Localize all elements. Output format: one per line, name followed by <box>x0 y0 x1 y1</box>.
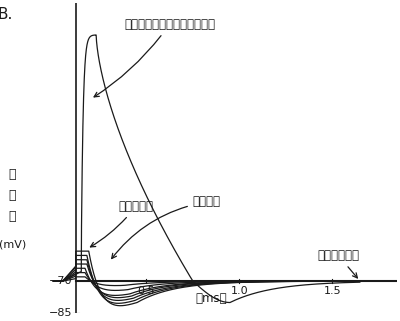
Text: 局部兴奋: 局部兴奋 <box>112 195 221 258</box>
Text: 膜: 膜 <box>9 168 16 180</box>
Text: −85: −85 <box>48 308 72 318</box>
Text: 1.0: 1.0 <box>230 286 248 297</box>
Text: B.: B. <box>0 7 13 22</box>
Text: 位: 位 <box>9 210 16 223</box>
Text: −70: −70 <box>48 276 72 286</box>
Text: 静息电位水平: 静息电位水平 <box>317 249 359 278</box>
Text: 电: 电 <box>9 189 16 202</box>
Text: （ms）: （ms） <box>196 292 227 305</box>
Text: 阈电位水平: 阈电位水平 <box>90 200 154 247</box>
Text: 动作电位上升支（起始部分）: 动作电位上升支（起始部分） <box>94 18 215 97</box>
Text: 1.5: 1.5 <box>323 286 341 297</box>
Text: 0.5: 0.5 <box>138 286 155 297</box>
Text: (mV): (mV) <box>0 240 26 250</box>
